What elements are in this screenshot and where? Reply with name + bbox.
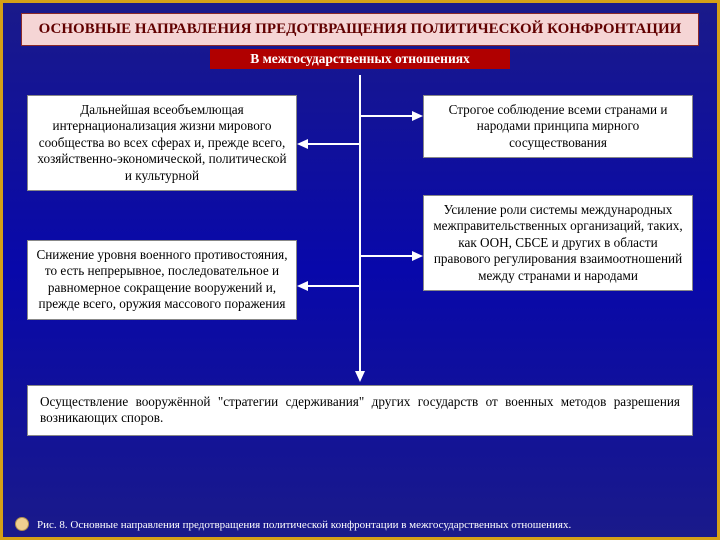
subtitle-badge: В межгосударственных отношениях [210, 49, 510, 69]
box-peaceful-coexistence: Строгое соблюдение всеми странами и наро… [423, 95, 693, 159]
branch-left-1 [304, 143, 360, 145]
arrowhead-left-2 [297, 281, 308, 291]
diagram-area: Дальнейшая всеобъемлющая интернационализ… [21, 75, 699, 455]
branch-right-1 [360, 115, 416, 117]
box-international-orgs: Усиление роли системы международных межп… [423, 195, 693, 292]
arrow-down-head [355, 371, 365, 382]
box-disarmament: Снижение уровня военного противостояния,… [27, 240, 297, 320]
arrow-stem [359, 75, 361, 375]
main-title: ОСНОВНЫЕ НАПРАВЛЕНИЯ ПРЕДОТВРАЩЕНИЯ ПОЛИ… [21, 13, 699, 46]
box-internationalization: Дальнейшая всеобъемлющая интернационализ… [27, 95, 297, 192]
branch-right-2 [360, 255, 416, 257]
arrowhead-right-2 [412, 251, 423, 261]
arrowhead-left-1 [297, 139, 308, 149]
slide-frame: ОСНОВНЫЕ НАПРАВЛЕНИЯ ПРЕДОТВРАЩЕНИЯ ПОЛИ… [0, 0, 720, 540]
arrowhead-right-1 [412, 111, 423, 121]
figure-caption: Рис. 8. Основные направления предотвраще… [37, 519, 571, 531]
page-number-icon [15, 517, 29, 531]
branch-left-2 [304, 285, 360, 287]
box-deterrence: Осуществление вооружённой "стратегии сде… [27, 385, 693, 436]
